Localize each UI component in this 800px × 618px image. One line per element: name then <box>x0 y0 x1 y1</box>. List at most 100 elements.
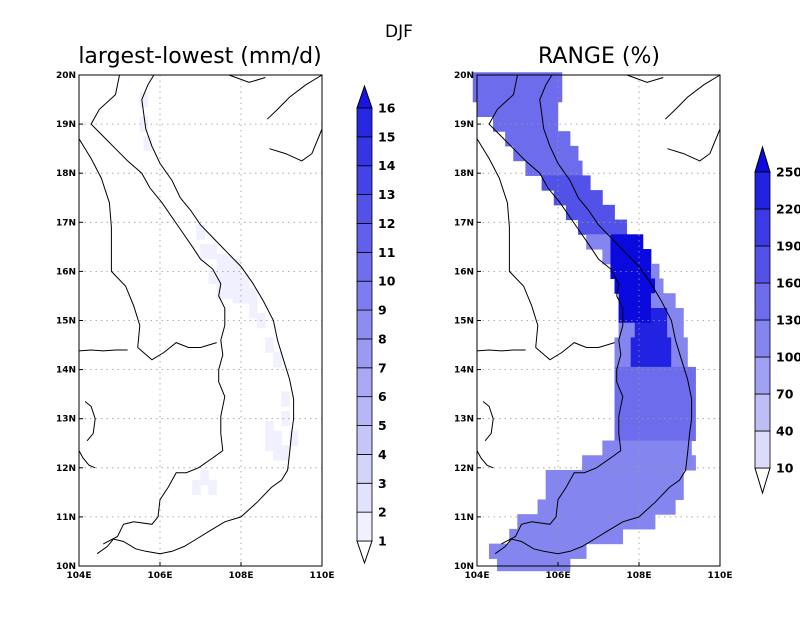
shaded-cell <box>497 555 506 572</box>
colorbar-bottom-triangle <box>754 467 771 495</box>
shaded-cell <box>614 455 623 471</box>
shaded-cell <box>224 253 234 270</box>
shaded-cell <box>594 499 603 515</box>
coastline <box>482 401 494 442</box>
shaded-cell <box>281 391 290 407</box>
shaded-cell <box>622 381 632 397</box>
shaded-cell <box>675 440 684 456</box>
shaded-cell <box>574 204 583 221</box>
shaded-cell <box>655 381 664 397</box>
lat-tick-label: 20N <box>56 71 76 81</box>
shaded-cell <box>594 219 603 235</box>
shaded-cell <box>582 528 591 545</box>
shaded-cell <box>610 499 619 515</box>
shaded-cell <box>549 175 559 191</box>
right-lon-ticks: 104E 106E 108E 110E <box>465 562 732 581</box>
shaded-cell <box>646 278 656 294</box>
shaded-cell <box>602 219 611 235</box>
colorbar-label: 7 <box>378 360 387 375</box>
shaded-cell <box>594 234 603 250</box>
shaded-cell <box>574 175 583 191</box>
shaded-cell <box>650 293 660 309</box>
shaded-cell <box>561 469 571 486</box>
shaded-cell <box>626 293 636 309</box>
shaded-cell <box>553 484 563 500</box>
shaded-cell <box>216 253 225 270</box>
shaded-cell <box>646 352 656 368</box>
shaded-cell <box>630 352 640 368</box>
shaded-cell <box>598 528 607 545</box>
shaded-cell <box>598 204 607 221</box>
colorbar-label: 190 <box>776 239 800 254</box>
shaded-cell <box>561 190 571 206</box>
shaded-cell <box>642 263 652 280</box>
shaded-cell <box>537 131 547 147</box>
shaded-cell <box>545 555 555 572</box>
lat-tick-label: 11N <box>56 513 76 523</box>
shaded-cell <box>497 72 506 88</box>
lon-tick-label: 106E <box>546 571 571 581</box>
shaded-cell <box>533 101 542 118</box>
shaded-cell <box>545 145 555 162</box>
shaded-cell <box>517 514 526 530</box>
shaded-cell <box>638 366 648 383</box>
shaded-cell <box>655 366 664 383</box>
shaded-cell <box>626 263 636 280</box>
lat-tick-label: 17N <box>454 218 474 228</box>
shaded-cell <box>679 366 688 383</box>
colorbar-segment <box>356 511 373 542</box>
shaded-cell <box>634 307 644 324</box>
right-map-shading <box>472 72 696 572</box>
shaded-cell <box>650 499 660 515</box>
shaded-cell <box>525 101 534 118</box>
right-panel: RANGE (%) 10N 11N 12N 13N 14N 15N 16N 17N 18N 19N… <box>454 44 800 581</box>
shaded-cell <box>602 440 611 456</box>
shaded-cell <box>618 469 628 486</box>
colorbar-segment <box>754 282 771 321</box>
colorbar-label: 1 <box>378 534 387 549</box>
shaded-cell <box>569 190 579 206</box>
shaded-cell <box>614 337 623 353</box>
shaded-cell <box>537 145 547 162</box>
shaded-cell <box>642 484 652 500</box>
shaded-cell <box>687 425 696 442</box>
colorbar-label: 130 <box>776 313 800 328</box>
shaded-cell <box>484 101 494 118</box>
colorbar-segment <box>754 208 771 247</box>
colorbar-segment <box>356 165 373 196</box>
shaded-cell <box>675 469 684 486</box>
shaded-cell <box>638 396 648 412</box>
shaded-cell <box>553 190 563 206</box>
shaded-cell <box>537 555 547 572</box>
colorbar-segment <box>356 223 373 253</box>
lat-tick-label: 19N <box>56 120 76 130</box>
shaded-cell <box>541 101 551 118</box>
shaded-cell <box>561 145 571 162</box>
shaded-cell <box>646 455 656 471</box>
shaded-cell <box>501 101 510 118</box>
shaded-cell <box>630 337 640 353</box>
shaded-cell <box>610 219 619 235</box>
shaded-cell <box>618 440 628 456</box>
shaded-cell <box>533 528 542 545</box>
shaded-cell <box>614 396 623 412</box>
colorbar-segment <box>754 319 771 358</box>
shaded-cell <box>509 116 518 132</box>
shaded-cell <box>630 514 640 530</box>
shaded-cell <box>671 396 680 412</box>
shaded-cell <box>671 352 680 368</box>
shaded-cell <box>513 555 522 572</box>
shaded-cell <box>634 440 644 456</box>
shaded-cell <box>545 543 555 559</box>
shaded-cell <box>513 543 522 559</box>
shaded-cell <box>679 425 688 442</box>
shaded-cell <box>553 131 563 147</box>
shaded-cell <box>509 528 518 545</box>
lat-tick-label: 16N <box>56 267 76 277</box>
shaded-cell <box>545 484 555 500</box>
shaded-cell <box>586 469 595 486</box>
shaded-cell <box>574 514 583 530</box>
colorbar-label: 70 <box>776 387 794 402</box>
shaded-cell <box>565 514 575 530</box>
